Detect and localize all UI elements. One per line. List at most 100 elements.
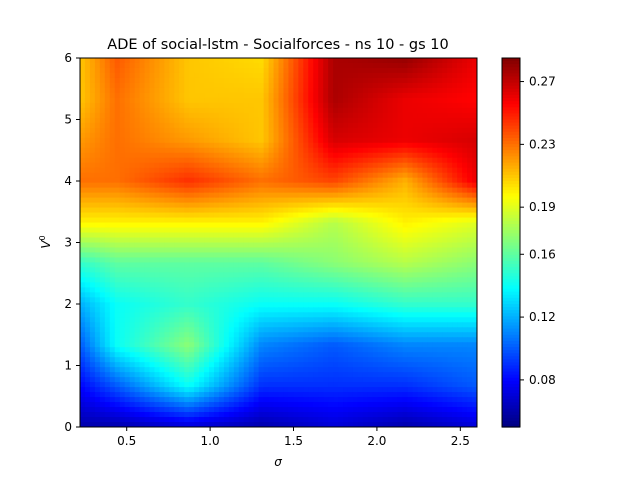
heatmap-cell bbox=[362, 202, 369, 209]
heatmap-cell bbox=[223, 227, 230, 234]
heatmap-cell bbox=[218, 112, 225, 119]
heatmap-cell bbox=[84, 152, 91, 159]
heatmap-cell bbox=[457, 67, 463, 74]
heatmap-cell bbox=[179, 77, 185, 84]
heatmap-cell bbox=[467, 67, 473, 74]
heatmap-cell bbox=[427, 92, 433, 99]
heatmap-cell bbox=[367, 322, 374, 328]
heatmap-cell bbox=[432, 212, 438, 219]
heatmap-cell bbox=[174, 62, 180, 69]
heatmap-cell bbox=[268, 82, 275, 89]
heatmap-cell bbox=[318, 167, 324, 174]
heatmap-cell bbox=[209, 337, 215, 343]
heatmap-cell bbox=[288, 217, 294, 224]
heatmap-cell bbox=[467, 62, 473, 69]
heatmap-cell bbox=[129, 212, 136, 219]
heatmap-cell bbox=[472, 362, 477, 368]
heatmap-cell bbox=[382, 327, 389, 333]
heatmap-cell bbox=[283, 312, 290, 318]
heatmap-cell bbox=[124, 332, 131, 338]
heatmap-cell bbox=[243, 262, 250, 269]
heatmap-cell bbox=[273, 322, 280, 328]
heatmap-cell bbox=[154, 77, 160, 84]
heatmap-cell bbox=[144, 247, 151, 254]
heatmap-cell bbox=[397, 337, 404, 343]
heatmap-cell bbox=[238, 212, 245, 219]
heatmap-cell bbox=[278, 237, 285, 244]
heatmap-cell bbox=[323, 72, 329, 79]
heatmap-cell bbox=[243, 107, 250, 114]
heatmap-cell bbox=[218, 82, 225, 89]
heatmap-cell bbox=[382, 207, 389, 214]
heatmap-cell bbox=[308, 187, 314, 194]
heatmap-cell bbox=[347, 327, 354, 333]
heatmap-cell bbox=[432, 77, 438, 84]
heatmap-cell bbox=[338, 58, 344, 64]
heatmap-cell bbox=[80, 62, 86, 69]
heatmap-cell bbox=[159, 122, 165, 129]
heatmap-cell bbox=[263, 262, 270, 269]
heatmap-cell bbox=[263, 217, 270, 224]
heatmap-cell bbox=[298, 217, 304, 224]
heatmap-cell bbox=[452, 307, 458, 313]
heatmap-cell bbox=[213, 307, 220, 313]
heatmap-cell bbox=[129, 202, 136, 209]
heatmap-cell bbox=[139, 72, 146, 79]
heatmap-cell bbox=[174, 107, 180, 114]
heatmap-cell bbox=[303, 187, 309, 194]
heatmap-cell bbox=[467, 317, 473, 323]
heatmap-cell bbox=[328, 167, 334, 174]
heatmap-cell bbox=[238, 137, 245, 144]
heatmap-cell bbox=[432, 252, 438, 259]
heatmap-cell bbox=[293, 67, 299, 74]
heatmap-cell bbox=[462, 292, 468, 298]
heatmap-cell bbox=[94, 117, 101, 124]
heatmap-cell bbox=[199, 187, 205, 194]
heatmap-cell bbox=[154, 237, 160, 244]
heatmap-cell bbox=[362, 112, 369, 119]
heatmap-cell bbox=[253, 357, 260, 363]
heatmap-cell bbox=[248, 262, 255, 269]
heatmap-cell bbox=[199, 107, 205, 114]
heatmap-cell bbox=[169, 82, 175, 89]
heatmap-cell bbox=[313, 58, 319, 64]
heatmap-cell bbox=[293, 72, 299, 79]
heatmap-cell bbox=[144, 122, 151, 129]
heatmap-cell bbox=[119, 82, 126, 89]
heatmap-cell bbox=[253, 252, 260, 259]
heatmap-cell bbox=[392, 347, 399, 353]
heatmap-cell bbox=[213, 62, 220, 69]
heatmap-cell bbox=[273, 107, 280, 114]
heatmap-cell bbox=[84, 227, 91, 234]
heatmap-cell bbox=[243, 292, 250, 298]
heatmap-cell bbox=[387, 247, 394, 254]
heatmap-cell bbox=[347, 277, 354, 283]
heatmap-cell bbox=[293, 132, 299, 139]
heatmap-cell bbox=[268, 262, 275, 269]
heatmap-cell bbox=[362, 147, 369, 154]
heatmap-cell bbox=[273, 302, 280, 308]
heatmap-cell bbox=[253, 187, 260, 194]
heatmap-cell bbox=[109, 222, 116, 229]
heatmap-cell bbox=[417, 202, 424, 209]
heatmap-cell bbox=[248, 97, 255, 104]
heatmap-cell bbox=[328, 222, 334, 229]
heatmap-cell bbox=[129, 352, 136, 358]
heatmap-cell bbox=[298, 257, 304, 264]
heatmap-cell bbox=[382, 72, 389, 79]
heatmap-cell bbox=[323, 58, 329, 64]
heatmap-cell bbox=[253, 92, 260, 99]
heatmap-cell bbox=[124, 122, 131, 129]
heatmap-cell bbox=[89, 132, 96, 139]
heatmap-cell bbox=[427, 157, 433, 164]
heatmap-cell bbox=[372, 92, 379, 99]
heatmap-cell bbox=[164, 172, 170, 179]
heatmap-cell bbox=[467, 352, 473, 358]
heatmap-cell bbox=[427, 187, 433, 194]
heatmap-cell bbox=[357, 58, 364, 64]
heatmap-cell bbox=[159, 197, 165, 204]
heatmap-cell bbox=[129, 137, 136, 144]
heatmap-cell bbox=[442, 142, 448, 149]
heatmap-cell bbox=[293, 362, 299, 368]
heatmap-cell bbox=[357, 102, 364, 109]
